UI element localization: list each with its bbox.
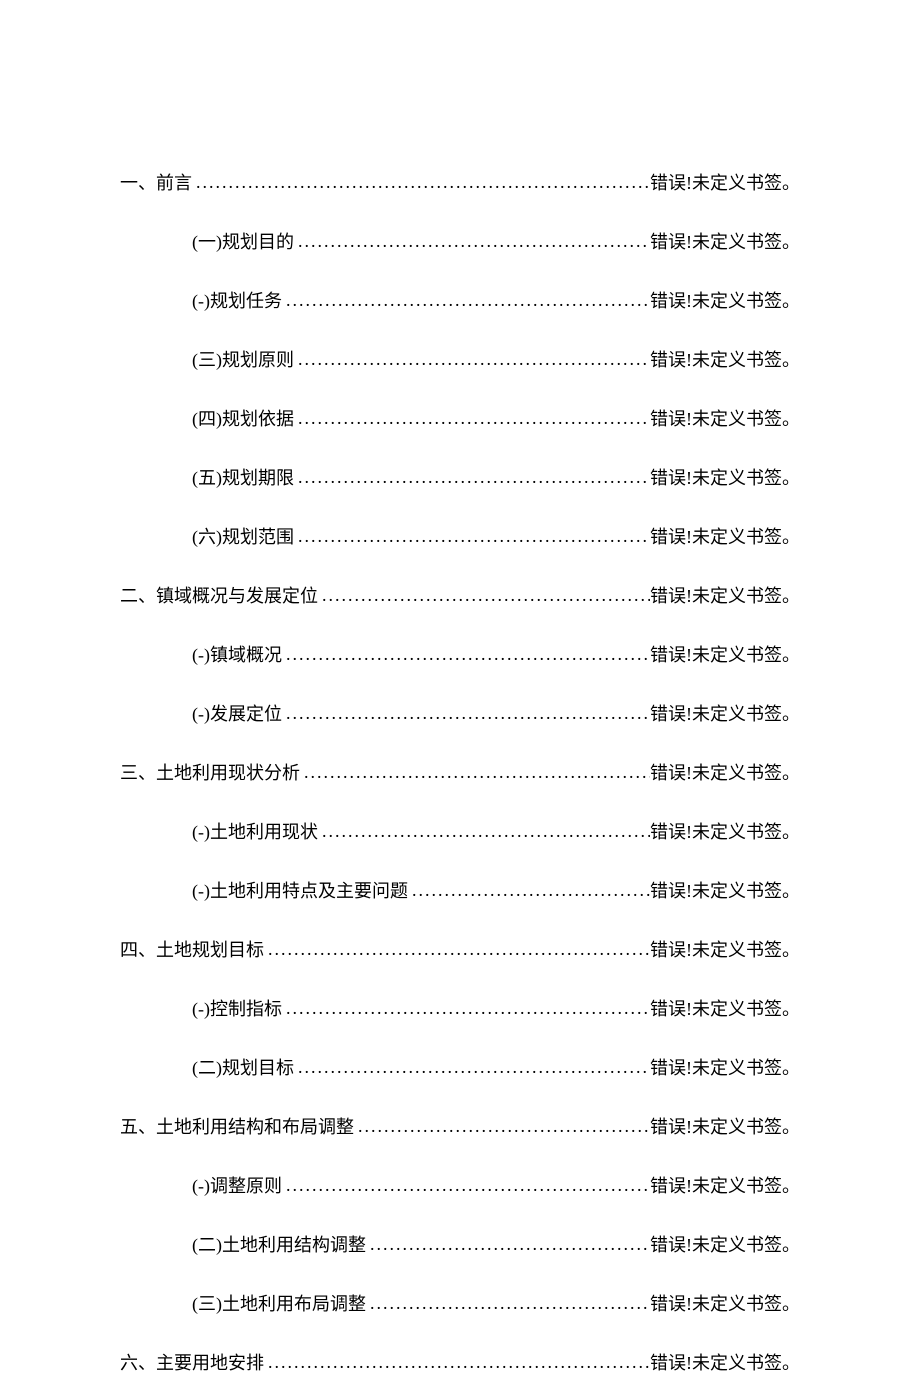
toc-entry-page: 错误!未定义书签。 (650, 1291, 800, 1318)
toc-entry-page: 错误!未定义书签。 (650, 583, 800, 610)
toc-entry-page: 错误!未定义书签。 (650, 701, 800, 728)
toc-entry: (四)规划依据.................................… (120, 406, 800, 433)
toc-leader-dots: ........................................… (294, 405, 650, 432)
toc-entry-label: (一)规划目的 (192, 229, 294, 256)
toc-entry-page: 错误!未定义书签。 (650, 229, 800, 256)
toc-entry: 六、主要用地安排................................… (120, 1350, 800, 1377)
toc-entry-label: (-)发展定位 (192, 701, 282, 728)
toc-leader-dots: ........................................… (192, 169, 650, 196)
toc-entry-page: 错误!未定义书签。 (650, 760, 800, 787)
toc-entry-label: (-)调整原则 (192, 1173, 282, 1200)
toc-entry-page: 错误!未定义书签。 (650, 1173, 800, 1200)
toc-entry-page: 错误!未定义书签。 (650, 1114, 800, 1141)
toc-entry-label: (五)规划期限 (192, 465, 294, 492)
toc-leader-dots: ........................................… (294, 228, 650, 255)
toc-entry-page: 错误!未定义书签。 (650, 347, 800, 374)
toc-entry-page: 错误!未定义书签。 (650, 288, 800, 315)
toc-entry-label: (三)规划原则 (192, 347, 294, 374)
toc-entry-label: (-)镇域概况 (192, 642, 282, 669)
toc-leader-dots: ........................................… (282, 995, 650, 1022)
toc-entry-label: (-)规划任务 (192, 288, 282, 315)
table-of-contents: 一、前言....................................… (120, 170, 800, 1377)
toc-entry: (二)规划目标.................................… (120, 1055, 800, 1082)
toc-leader-dots: ........................................… (300, 759, 650, 786)
toc-entry: (-)发展定位.................................… (120, 701, 800, 728)
toc-entry: 五、土地利用结构和布局调整...........................… (120, 1114, 800, 1141)
toc-entry: (-)调整原则.................................… (120, 1173, 800, 1200)
toc-entry-label: 一、前言 (120, 170, 192, 197)
toc-entry-page: 错误!未定义书签。 (650, 1350, 800, 1377)
toc-entry: 二、镇域概况与发展定位.............................… (120, 583, 800, 610)
toc-leader-dots: ........................................… (366, 1231, 650, 1258)
toc-entry-label: 六、主要用地安排 (120, 1350, 264, 1377)
toc-entry: 三、土地利用现状分析..............................… (120, 760, 800, 787)
toc-leader-dots: ........................................… (282, 641, 650, 668)
toc-entry-label: (二)土地利用结构调整 (192, 1232, 366, 1259)
toc-entry-page: 错误!未定义书签。 (650, 170, 800, 197)
toc-entry: (二)土地利用结构调整.............................… (120, 1232, 800, 1259)
toc-entry-page: 错误!未定义书签。 (650, 642, 800, 669)
toc-entry: (六)规划范围.................................… (120, 524, 800, 551)
toc-entry-page: 错误!未定义书签。 (650, 996, 800, 1023)
toc-entry: 一、前言....................................… (120, 170, 800, 197)
toc-entry-page: 错误!未定义书签。 (650, 1232, 800, 1259)
toc-leader-dots: ........................................… (294, 346, 650, 373)
toc-entry-label: 三、土地利用现状分析 (120, 760, 300, 787)
toc-entry: 四、土地规划目标................................… (120, 937, 800, 964)
toc-leader-dots: ........................................… (282, 1172, 650, 1199)
toc-entry-page: 错误!未定义书签。 (650, 524, 800, 551)
toc-leader-dots: ........................................… (282, 287, 650, 314)
toc-leader-dots: ........................................… (294, 464, 650, 491)
toc-entry: (一)规划目的.................................… (120, 229, 800, 256)
toc-leader-dots: ........................................… (366, 1290, 650, 1317)
toc-entry: (-)规划任务.................................… (120, 288, 800, 315)
toc-entry-page: 错误!未定义书签。 (650, 406, 800, 433)
toc-leader-dots: ........................................… (294, 1054, 650, 1081)
toc-entry: (五)规划期限.................................… (120, 465, 800, 492)
toc-leader-dots: ........................................… (264, 936, 650, 963)
toc-entry: (-)控制指标.................................… (120, 996, 800, 1023)
toc-entry-page: 错误!未定义书签。 (650, 1055, 800, 1082)
toc-entry-label: (三)土地利用布局调整 (192, 1291, 366, 1318)
toc-leader-dots: ........................................… (318, 818, 650, 845)
toc-entry-page: 错误!未定义书签。 (650, 819, 800, 846)
toc-leader-dots: ........................................… (282, 700, 650, 727)
toc-leader-dots: ........................................… (408, 877, 650, 904)
toc-leader-dots: ........................................… (354, 1113, 650, 1140)
toc-entry: (-)土地利用现状...............................… (120, 819, 800, 846)
toc-entry: (-)镇域概况.................................… (120, 642, 800, 669)
toc-entry-page: 错误!未定义书签。 (650, 878, 800, 905)
toc-entry-label: (-)土地利用特点及主要问题 (192, 878, 408, 905)
toc-entry-label: 四、土地规划目标 (120, 937, 264, 964)
toc-entry-label: (四)规划依据 (192, 406, 294, 433)
toc-entry-label: (-)控制指标 (192, 996, 282, 1023)
toc-entry-label: (六)规划范围 (192, 524, 294, 551)
toc-entry: (-)土地利用特点及主要问题..........................… (120, 878, 800, 905)
toc-leader-dots: ........................................… (264, 1349, 650, 1376)
toc-entry-label: 五、土地利用结构和布局调整 (120, 1114, 354, 1141)
toc-entry-page: 错误!未定义书签。 (650, 937, 800, 964)
toc-entry-label: (-)土地利用现状 (192, 819, 318, 846)
toc-entry-label: 二、镇域概况与发展定位 (120, 583, 318, 610)
toc-entry: (三)规划原则.................................… (120, 347, 800, 374)
toc-leader-dots: ........................................… (318, 582, 650, 609)
toc-entry-page: 错误!未定义书签。 (650, 465, 800, 492)
toc-entry: (三)土地利用布局调整.............................… (120, 1291, 800, 1318)
toc-entry-label: (二)规划目标 (192, 1055, 294, 1082)
toc-leader-dots: ........................................… (294, 523, 650, 550)
